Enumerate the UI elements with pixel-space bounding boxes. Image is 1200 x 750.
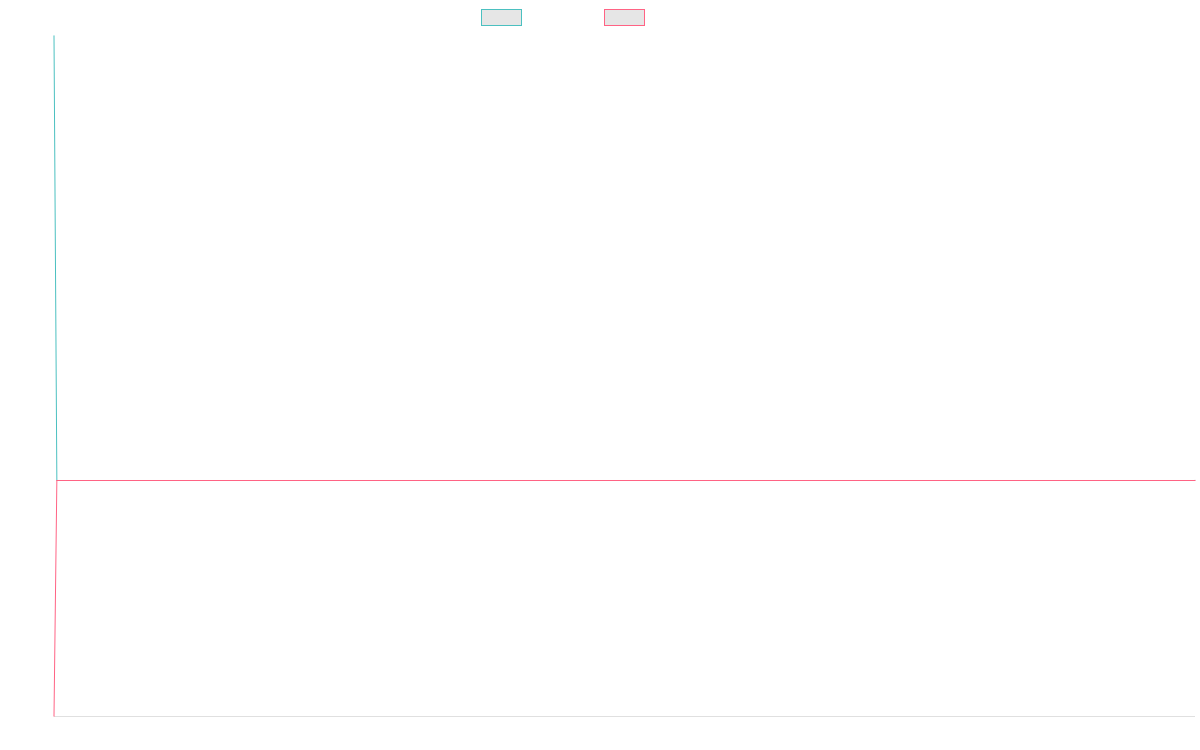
legend-item-1[interactable]: [481, 9, 522, 26]
legend-item-2[interactable]: [604, 9, 645, 26]
chart-legend[interactable]: [481, 9, 645, 26]
legend-swatch-2: [604, 9, 645, 26]
series-line-2: [53, 479, 1195, 717]
series-1-point-1: [53, 35, 55, 37]
series-line-1: [53, 35, 1195, 481]
series-2-point-2: [56, 479, 58, 482]
chart-series: [53, 35, 1196, 717]
legend-swatch-1: [481, 9, 522, 26]
series-2-point-3: [1194, 479, 1196, 482]
series-2-point-1: [53, 715, 55, 717]
